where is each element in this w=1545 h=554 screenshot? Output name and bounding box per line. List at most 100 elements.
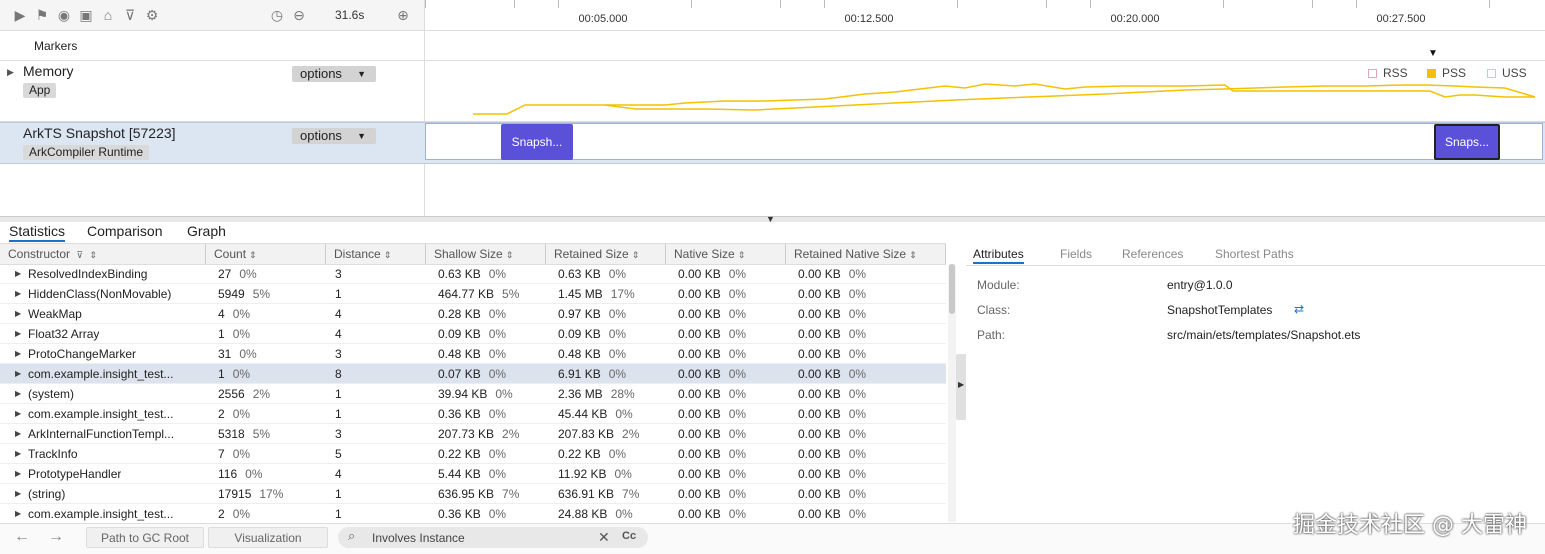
search-input[interactable] bbox=[370, 529, 594, 547]
expand-triangle-icon[interactable]: ▶ bbox=[15, 369, 22, 378]
cell-value: 1 bbox=[218, 367, 225, 381]
sort-icon[interactable]: ⇕ bbox=[631, 250, 640, 260]
close-icon[interactable]: ✕ bbox=[598, 529, 610, 545]
filter-icon[interactable]: ⊽ bbox=[76, 250, 83, 260]
zoom-out-icon[interactable]: ⊖ bbox=[293, 7, 305, 23]
cell-percent: 5% bbox=[502, 287, 520, 301]
cell-percent: 0% bbox=[239, 267, 257, 281]
tab-comparison[interactable]: Comparison bbox=[87, 223, 163, 239]
column-count[interactable]: Count ⇕ bbox=[206, 244, 326, 264]
sort-icon[interactable]: ⇕ bbox=[909, 250, 917, 260]
tab-graph[interactable]: Graph bbox=[187, 223, 226, 239]
collapse-caret-icon[interactable]: ▼ bbox=[766, 214, 775, 224]
play-icon[interactable]: ▶ bbox=[14, 7, 26, 23]
column-native-size[interactable]: Native Size ⇕ bbox=[666, 244, 786, 264]
expand-triangle-icon[interactable]: ▶ bbox=[15, 269, 22, 278]
arkts-options-button[interactable]: options ▼ bbox=[292, 128, 376, 144]
snapshot-block[interactable]: Snapsh... bbox=[501, 124, 573, 160]
column-distance[interactable]: Distance ⇕ bbox=[326, 244, 426, 264]
time-cursor-marker-icon[interactable]: ▼ bbox=[1428, 48, 1438, 59]
snapshot-timeline-area[interactable]: Snapsh... Snaps... bbox=[425, 123, 1543, 160]
table-row[interactable]: ▶ TrackInfo 7 0% 5 0.22 KB 0% 0.22 KB 0% 0.00 KB 0… bbox=[0, 444, 946, 464]
filter-icon[interactable]: ⊽ bbox=[124, 7, 136, 23]
table-row[interactable]: ▶ (string) 17915 17% 1 636.95 KB 7% 636.91 KB 7%… bbox=[0, 484, 946, 504]
table-row[interactable]: ▶ HiddenClass(NonMovable) 5949 5% 1 464.77 KB… bbox=[0, 284, 946, 304]
memory-options-button[interactable]: options ▼ bbox=[292, 66, 376, 82]
table-row[interactable]: ▶ ResolvedIndexBinding 27 0% 3 0.63 KB 0% 0.63 … bbox=[0, 264, 946, 284]
export-icon[interactable]: ⌂ bbox=[103, 7, 113, 23]
expand-triangle-icon[interactable]: ▶ bbox=[15, 409, 22, 418]
tab-statistics[interactable]: Statistics bbox=[9, 222, 66, 242]
clock-icon[interactable]: ◷ bbox=[270, 7, 284, 23]
table-row[interactable]: ▶ ArkInternalFunctionTempl... 5318 5% 3 207.7… bbox=[0, 424, 946, 444]
visualization-button[interactable]: Visualization bbox=[208, 527, 328, 548]
panel-resize-handle[interactable]: ▼ bbox=[0, 214, 1545, 224]
table-row[interactable]: ▶ com.example.insight_test... 2 0% 1 0.36 KB 0… bbox=[0, 404, 946, 424]
table-scrollbar[interactable] bbox=[948, 264, 956, 522]
column-shallow-size[interactable]: Shallow Size ⇕ bbox=[426, 244, 546, 264]
details-collapse-handle[interactable]: ▶ bbox=[956, 354, 967, 420]
sort-icon[interactable]: ⇕ bbox=[383, 250, 392, 260]
snapshot-block-selected[interactable]: Snaps... bbox=[1434, 124, 1500, 160]
scrollbar-thumb[interactable] bbox=[949, 264, 955, 314]
sort-icon[interactable]: ⇕ bbox=[89, 250, 97, 260]
expand-triangle-icon[interactable]: ▶ bbox=[15, 329, 22, 338]
cell-value: 3 bbox=[335, 427, 342, 441]
record-icon[interactable]: ◉ bbox=[57, 7, 71, 23]
expand-triangle-icon[interactable]: ▶ bbox=[15, 429, 22, 438]
cell-native-size: 0.00 KB 0% bbox=[678, 504, 746, 522]
column-retained-size[interactable]: Retained Size ⇕ bbox=[546, 244, 666, 264]
column-constructor[interactable]: Constructor ⊽ ⇕ bbox=[0, 244, 206, 264]
tab-attributes[interactable]: Attributes bbox=[973, 246, 1024, 264]
forward-arrow-icon[interactable]: → bbox=[48, 528, 64, 545]
timeline-axis[interactable]: 00:05.000 00:12.500 00:20.000 00:27.500 bbox=[425, 0, 1545, 31]
table-row[interactable]: ▶ Float32 Array 1 0% 4 0.09 KB 0% 0.09 KB 0% 0.00… bbox=[0, 324, 946, 344]
table-row[interactable]: ▶ PrototypeHandler 116 0% 4 5.44 KB 0% 11.92 KB… bbox=[0, 464, 946, 484]
expand-triangle-icon[interactable]: ▶ bbox=[15, 349, 22, 358]
cell-value: 0.00 KB bbox=[798, 427, 841, 441]
table-row[interactable]: ▶ ProtoChangeMarker 31 0% 3 0.48 KB 0% 0.48 KB 0… bbox=[0, 344, 946, 364]
expand-triangle-icon[interactable]: ▶ bbox=[15, 509, 22, 518]
legend-uss[interactable]: USS bbox=[1487, 66, 1527, 80]
expand-triangle-icon[interactable]: ▶ bbox=[15, 449, 22, 458]
cell-percent: 28% bbox=[610, 387, 635, 401]
cell-percent: 7% bbox=[622, 487, 640, 501]
match-case-toggle[interactable]: Cc bbox=[622, 530, 637, 542]
cell-retained-native-size: 0.00 KB 0% bbox=[798, 324, 866, 344]
sort-icon[interactable]: ⇕ bbox=[505, 250, 514, 260]
flag-icon[interactable]: ⚑ bbox=[35, 7, 49, 23]
expand-triangle-icon[interactable]: ▶ bbox=[7, 67, 14, 77]
column-retained-native-size[interactable]: Retained Native Size ⇕ bbox=[786, 244, 946, 264]
zoom-in-icon[interactable]: ⊕ bbox=[397, 7, 409, 23]
table-row[interactable]: ▶ (system) 2556 2% 1 39.94 KB 0% 2.36 MB 28% 0.00… bbox=[0, 384, 946, 404]
expand-triangle-icon[interactable]: ▶ bbox=[15, 289, 22, 298]
back-arrow-icon[interactable]: ← bbox=[14, 528, 30, 545]
table-row[interactable]: ▶ com.example.insight_test... 1 0% 8 0.07 KB 0… bbox=[0, 364, 946, 384]
cell-percent: 2% bbox=[622, 427, 640, 441]
legend-rss[interactable]: RSS bbox=[1368, 66, 1408, 80]
expand-triangle-icon[interactable]: ▶ bbox=[15, 389, 22, 398]
cell-count: 5318 5% bbox=[218, 424, 270, 444]
expand-triangle-icon[interactable]: ▶ bbox=[15, 309, 22, 318]
table-row[interactable]: ▶ WeakMap 4 0% 4 0.28 KB 0% 0.97 KB 0% 0.00 KB 0% 0… bbox=[0, 304, 946, 324]
memory-track[interactable]: ▶ Memory App options ▼ bbox=[0, 61, 1545, 122]
cell-retained-size: 45.44 KB 0% bbox=[558, 404, 633, 424]
cell-percent: 0% bbox=[728, 387, 747, 401]
camera-icon[interactable]: ▣ bbox=[79, 7, 93, 23]
tab-fields[interactable]: Fields bbox=[1060, 247, 1093, 261]
tab-references[interactable]: References bbox=[1122, 247, 1184, 261]
gear-icon[interactable]: ⚙ bbox=[145, 7, 159, 23]
path-to-gc-root-button[interactable]: Path to GC Root bbox=[86, 527, 204, 548]
table-row[interactable]: ▶ com.example.insight_test... 2 0% 1 0.36 KB 0… bbox=[0, 504, 946, 522]
cell-retained-native-size: 0.00 KB 0% bbox=[798, 424, 866, 444]
legend-pss[interactable]: PSS bbox=[1427, 66, 1466, 80]
cell-count: 1 0% bbox=[218, 324, 250, 344]
expand-triangle-icon[interactable]: ▶ bbox=[15, 469, 22, 478]
sort-icon[interactable]: ⇕ bbox=[737, 250, 746, 260]
jump-to-source-icon[interactable]: ⇄ bbox=[1294, 302, 1305, 316]
tab-shortest-paths[interactable]: Shortest Paths bbox=[1215, 247, 1294, 261]
expand-triangle-icon[interactable]: ▶ bbox=[15, 489, 22, 498]
sort-icon[interactable]: ⇕ bbox=[249, 250, 257, 260]
search-icon: ⌕ bbox=[348, 528, 356, 543]
column-label: Count bbox=[214, 247, 247, 261]
